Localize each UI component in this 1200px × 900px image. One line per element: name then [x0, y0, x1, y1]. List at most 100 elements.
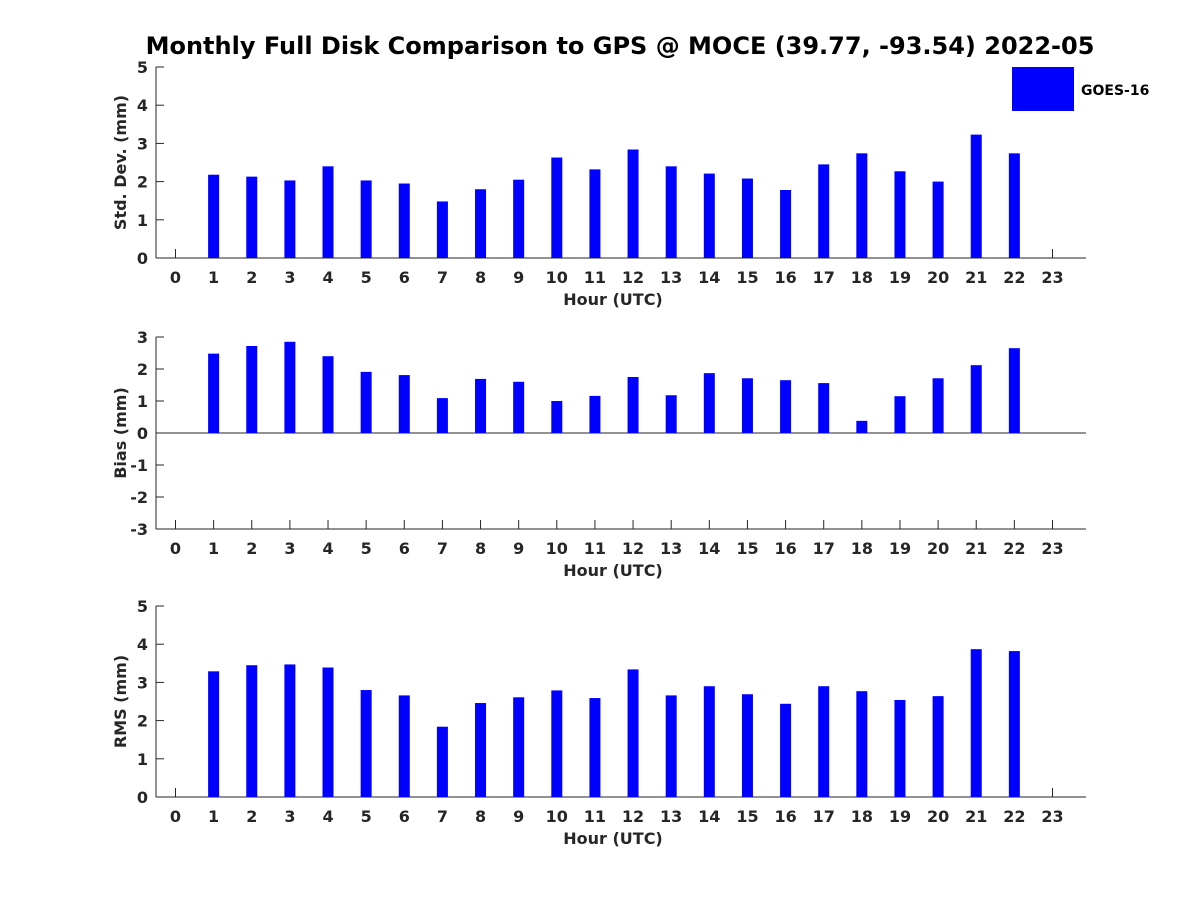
- x-tick-label: 22: [1003, 268, 1025, 287]
- y-tick-label: 4: [137, 635, 148, 654]
- bar: [513, 179, 525, 258]
- x-tick-label: 3: [284, 807, 295, 826]
- x-tick-label: 4: [322, 807, 333, 826]
- x-tick-label: 9: [513, 268, 524, 287]
- x-tick-label: 18: [851, 807, 873, 826]
- bar: [741, 694, 753, 797]
- bar: [398, 375, 410, 433]
- y-tick-label: 2: [137, 360, 148, 379]
- bar: [970, 134, 982, 258]
- bar: [436, 398, 448, 433]
- y-tick-label: 1: [137, 750, 148, 769]
- bar: [627, 669, 639, 797]
- bar: [703, 686, 715, 797]
- x-tick-label: 13: [660, 539, 682, 558]
- bar: [741, 178, 753, 258]
- x-tick-label: 18: [851, 539, 873, 558]
- x-tick-label: 13: [660, 807, 682, 826]
- x-tick-label: 16: [774, 539, 796, 558]
- x-tick-label: 19: [889, 268, 911, 287]
- bar: [551, 401, 563, 433]
- y-tick-label: 3: [137, 328, 148, 347]
- bar: [780, 380, 792, 433]
- bar: [284, 341, 296, 433]
- x-tick-label: 15: [736, 807, 758, 826]
- bar: [818, 383, 830, 433]
- bar: [513, 381, 525, 433]
- x-tick-label: 11: [584, 539, 606, 558]
- bar: [894, 699, 906, 797]
- y-axis-label: Bias (mm): [111, 387, 130, 479]
- x-tick-label: 22: [1003, 539, 1025, 558]
- bar: [246, 665, 258, 797]
- x-tick-label: 7: [437, 807, 448, 826]
- x-tick-label: 1: [208, 268, 219, 287]
- legend-label: GOES-16: [1081, 83, 1149, 99]
- bar: [932, 378, 944, 433]
- bar: [322, 667, 334, 797]
- bar: [970, 649, 982, 797]
- bar: [246, 176, 258, 258]
- x-tick-label: 0: [170, 539, 181, 558]
- bar: [818, 164, 830, 258]
- bar: [780, 190, 792, 258]
- y-tick-label: 5: [137, 58, 148, 77]
- x-tick-label: 1: [208, 807, 219, 826]
- bar: [665, 695, 677, 797]
- bar: [665, 395, 677, 433]
- bar: [513, 697, 525, 797]
- x-tick-label: 3: [284, 539, 295, 558]
- bar: [208, 353, 220, 433]
- bar: [894, 396, 906, 433]
- bar: [665, 166, 677, 258]
- y-tick-label: 3: [137, 673, 148, 692]
- x-tick-label: 8: [475, 268, 486, 287]
- x-tick-label: 17: [813, 539, 835, 558]
- x-tick-label: 21: [965, 268, 987, 287]
- bar: [703, 173, 715, 258]
- x-tick-label: 11: [584, 807, 606, 826]
- x-tick-label: 2: [246, 539, 257, 558]
- x-tick-label: 8: [475, 807, 486, 826]
- y-tick-label: 1: [137, 211, 148, 230]
- bar: [741, 378, 753, 433]
- bar: [398, 695, 410, 797]
- bar: [246, 345, 258, 433]
- bar: [551, 157, 563, 258]
- x-tick-label: 21: [965, 807, 987, 826]
- x-tick-label: 1: [208, 539, 219, 558]
- y-tick-label: -2: [130, 488, 148, 507]
- x-tick-label: 0: [170, 807, 181, 826]
- bar: [284, 180, 296, 258]
- x-tick-label: 6: [399, 268, 410, 287]
- x-tick-label: 10: [546, 268, 568, 287]
- x-tick-label: 10: [546, 807, 568, 826]
- bar: [1008, 348, 1020, 433]
- y-tick-label: 0: [137, 424, 148, 443]
- y-tick-label: 3: [137, 134, 148, 153]
- x-tick-label: 13: [660, 268, 682, 287]
- bar: [932, 181, 944, 258]
- x-tick-label: 16: [774, 268, 796, 287]
- legend-swatch: [1012, 67, 1074, 111]
- bar: [322, 356, 334, 433]
- x-tick-label: 5: [361, 807, 372, 826]
- bar: [475, 189, 487, 258]
- x-tick-label: 20: [927, 268, 949, 287]
- bar: [360, 180, 372, 258]
- y-tick-label: 0: [137, 788, 148, 807]
- y-tick-label: -3: [130, 520, 148, 539]
- x-tick-label: 9: [513, 539, 524, 558]
- bar: [322, 166, 334, 258]
- x-tick-label: 15: [736, 268, 758, 287]
- x-tick-label: 7: [437, 268, 448, 287]
- bar: [932, 696, 944, 797]
- x-tick-label: 10: [546, 539, 568, 558]
- bar: [475, 378, 487, 433]
- bar: [780, 703, 792, 797]
- x-tick-label: 19: [889, 807, 911, 826]
